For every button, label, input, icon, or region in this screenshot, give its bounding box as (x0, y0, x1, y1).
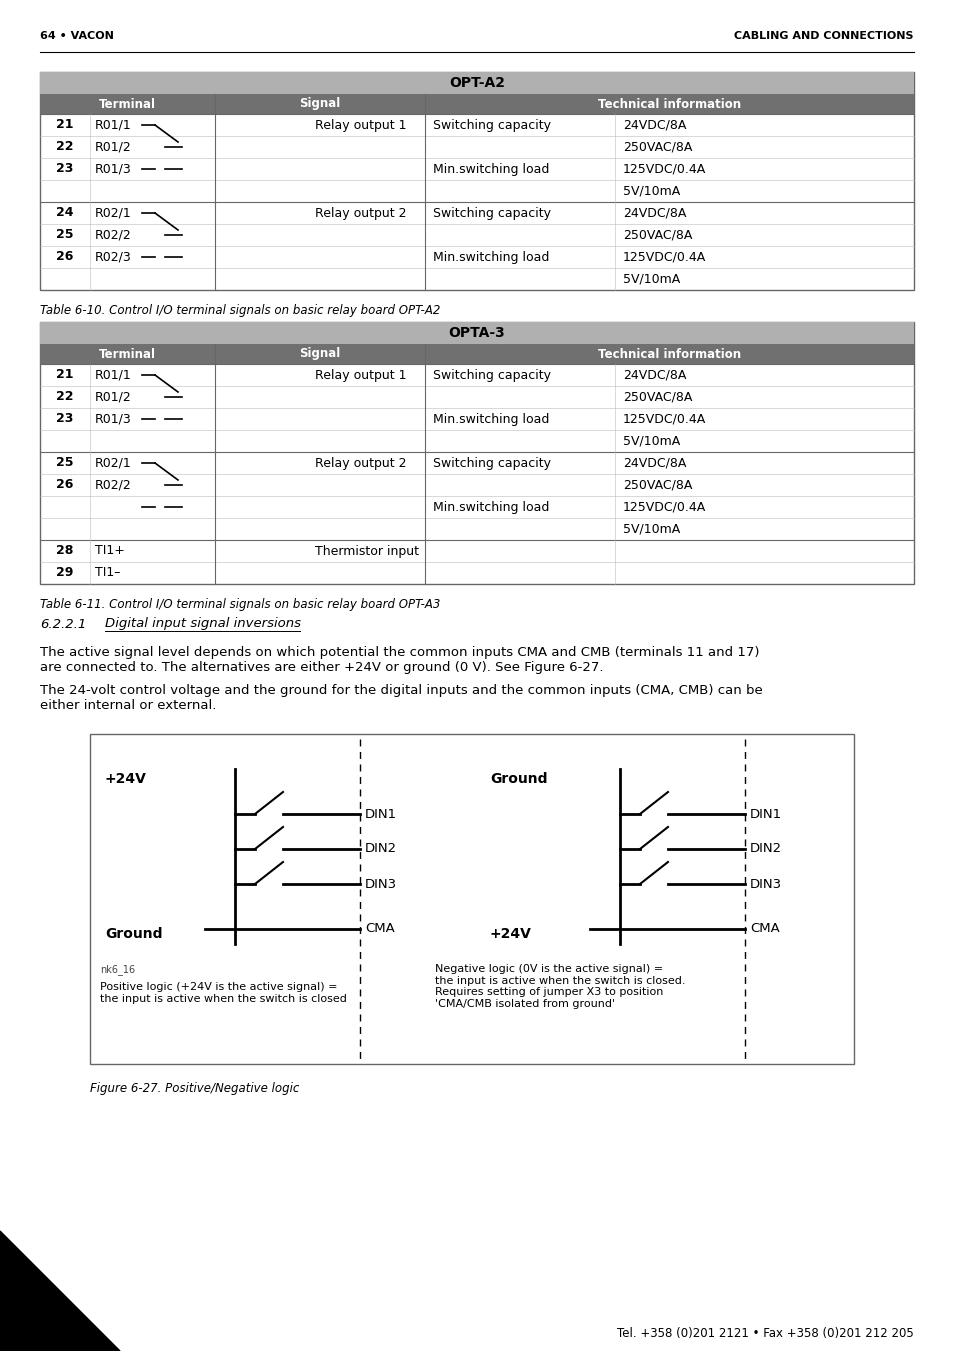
Text: Figure 6-27. Positive/Negative logic: Figure 6-27. Positive/Negative logic (90, 1082, 299, 1096)
Text: Positive logic (+24V is the active signal) =
the input is active when the switch: Positive logic (+24V is the active signa… (100, 982, 347, 1004)
Text: +24V: +24V (490, 927, 532, 942)
Text: Technical information: Technical information (598, 347, 740, 361)
Text: 29: 29 (56, 566, 73, 580)
Text: 28: 28 (56, 544, 73, 558)
Text: Thermistor input: Thermistor input (314, 544, 418, 558)
Text: DIN3: DIN3 (365, 878, 396, 890)
Text: Negative logic (0V is the active signal) =
the input is active when the switch i: Negative logic (0V is the active signal)… (435, 965, 685, 1009)
Text: 125VDC/0.4A: 125VDC/0.4A (622, 162, 705, 176)
Text: 21: 21 (56, 119, 73, 131)
Text: DIN1: DIN1 (749, 808, 781, 820)
Text: Terminal: Terminal (99, 347, 156, 361)
Text: Switching capacity: Switching capacity (433, 207, 551, 219)
Text: 6.2.2.1: 6.2.2.1 (40, 617, 86, 631)
Text: Signal: Signal (299, 347, 340, 361)
Text: Relay output 1: Relay output 1 (314, 369, 406, 381)
Text: Tel. +358 (0)201 2121 • Fax +358 (0)201 212 205: Tel. +358 (0)201 2121 • Fax +358 (0)201 … (617, 1328, 913, 1340)
Text: 250VAC/8A: 250VAC/8A (622, 228, 692, 242)
Text: 24VDC/8A: 24VDC/8A (622, 457, 685, 470)
Text: CMA: CMA (749, 923, 779, 935)
Text: Min.switching load: Min.switching load (433, 500, 549, 513)
Bar (90, 734, 853, 1065)
Text: R01/2: R01/2 (95, 390, 132, 404)
Text: R02/2: R02/2 (95, 228, 132, 242)
Text: 125VDC/0.4A: 125VDC/0.4A (622, 412, 705, 426)
Bar (40, 72, 913, 95)
Text: 5V/10mA: 5V/10mA (622, 523, 679, 535)
Text: 24: 24 (56, 207, 73, 219)
Text: R02/1: R02/1 (95, 457, 132, 470)
Text: Table 6-11. Control I/O terminal signals on basic relay board OPT-A3: Table 6-11. Control I/O terminal signals… (40, 598, 440, 611)
Text: 25: 25 (56, 457, 73, 470)
Text: 22: 22 (56, 390, 73, 404)
Text: Switching capacity: Switching capacity (433, 369, 551, 381)
Text: Terminal: Terminal (99, 97, 156, 111)
Text: 125VDC/0.4A: 125VDC/0.4A (622, 500, 705, 513)
Text: 6: 6 (15, 1323, 31, 1347)
Text: 21: 21 (56, 369, 73, 381)
Text: Relay output 2: Relay output 2 (314, 207, 406, 219)
Text: DIN2: DIN2 (365, 843, 396, 855)
Text: 5V/10mA: 5V/10mA (622, 435, 679, 447)
Text: 25: 25 (56, 228, 73, 242)
Text: Switching capacity: Switching capacity (433, 119, 551, 131)
Text: Min.switching load: Min.switching load (433, 162, 549, 176)
Text: 250VAC/8A: 250VAC/8A (622, 390, 692, 404)
Polygon shape (0, 1231, 120, 1351)
Text: nk6_16: nk6_16 (100, 965, 135, 975)
Text: DIN1: DIN1 (365, 808, 396, 820)
Text: R01/1: R01/1 (95, 119, 132, 131)
Bar (40, 345, 913, 363)
Text: Switching capacity: Switching capacity (433, 457, 551, 470)
Text: 22: 22 (56, 141, 73, 154)
Text: R01/1: R01/1 (95, 369, 132, 381)
Text: 24VDC/8A: 24VDC/8A (622, 369, 685, 381)
Text: Relay output 2: Relay output 2 (314, 457, 406, 470)
Text: 125VDC/0.4A: 125VDC/0.4A (622, 250, 705, 263)
Bar (40, 322, 913, 345)
Text: R01/3: R01/3 (95, 412, 132, 426)
Text: 250VAC/8A: 250VAC/8A (622, 141, 692, 154)
Text: 23: 23 (56, 412, 73, 426)
Text: Table 6-10. Control I/O terminal signals on basic relay board OPT-A2: Table 6-10. Control I/O terminal signals… (40, 304, 440, 317)
Text: R01/2: R01/2 (95, 141, 132, 154)
Text: 250VAC/8A: 250VAC/8A (622, 478, 692, 492)
Text: Ground: Ground (490, 771, 547, 786)
Text: Ground: Ground (105, 927, 162, 942)
Text: DIN2: DIN2 (749, 843, 781, 855)
Text: Relay output 1: Relay output 1 (314, 119, 406, 131)
Bar (40, 95, 913, 113)
Text: R02/1: R02/1 (95, 207, 132, 219)
Bar (40, 322, 913, 584)
Text: Min.switching load: Min.switching load (433, 250, 549, 263)
Text: TI1+: TI1+ (95, 544, 125, 558)
Text: Digital input signal inversions: Digital input signal inversions (105, 617, 301, 631)
Text: 5V/10mA: 5V/10mA (622, 273, 679, 285)
Text: 23: 23 (56, 162, 73, 176)
Bar (40, 72, 913, 290)
Text: 64 • VACON: 64 • VACON (40, 31, 113, 41)
Text: +24V: +24V (105, 771, 147, 786)
Text: TI1–: TI1– (95, 566, 120, 580)
Text: 24VDC/8A: 24VDC/8A (622, 207, 685, 219)
Text: 26: 26 (56, 250, 73, 263)
Text: R01/3: R01/3 (95, 162, 132, 176)
Text: OPTA-3: OPTA-3 (448, 326, 505, 340)
Text: 24VDC/8A: 24VDC/8A (622, 119, 685, 131)
Text: The 24-volt control voltage and the ground for the digital inputs and the common: The 24-volt control voltage and the grou… (40, 684, 762, 712)
Text: DIN3: DIN3 (749, 878, 781, 890)
Text: Min.switching load: Min.switching load (433, 412, 549, 426)
Text: Signal: Signal (299, 97, 340, 111)
Text: The active signal level depends on which potential the common inputs CMA and CMB: The active signal level depends on which… (40, 646, 759, 674)
Text: 5V/10mA: 5V/10mA (622, 185, 679, 197)
Text: OPT-A2: OPT-A2 (449, 76, 504, 91)
Text: R02/2: R02/2 (95, 478, 132, 492)
Text: R02/3: R02/3 (95, 250, 132, 263)
Text: 26: 26 (56, 478, 73, 492)
Text: CABLING AND CONNECTIONS: CABLING AND CONNECTIONS (734, 31, 913, 41)
Text: Technical information: Technical information (598, 97, 740, 111)
Text: CMA: CMA (365, 923, 395, 935)
